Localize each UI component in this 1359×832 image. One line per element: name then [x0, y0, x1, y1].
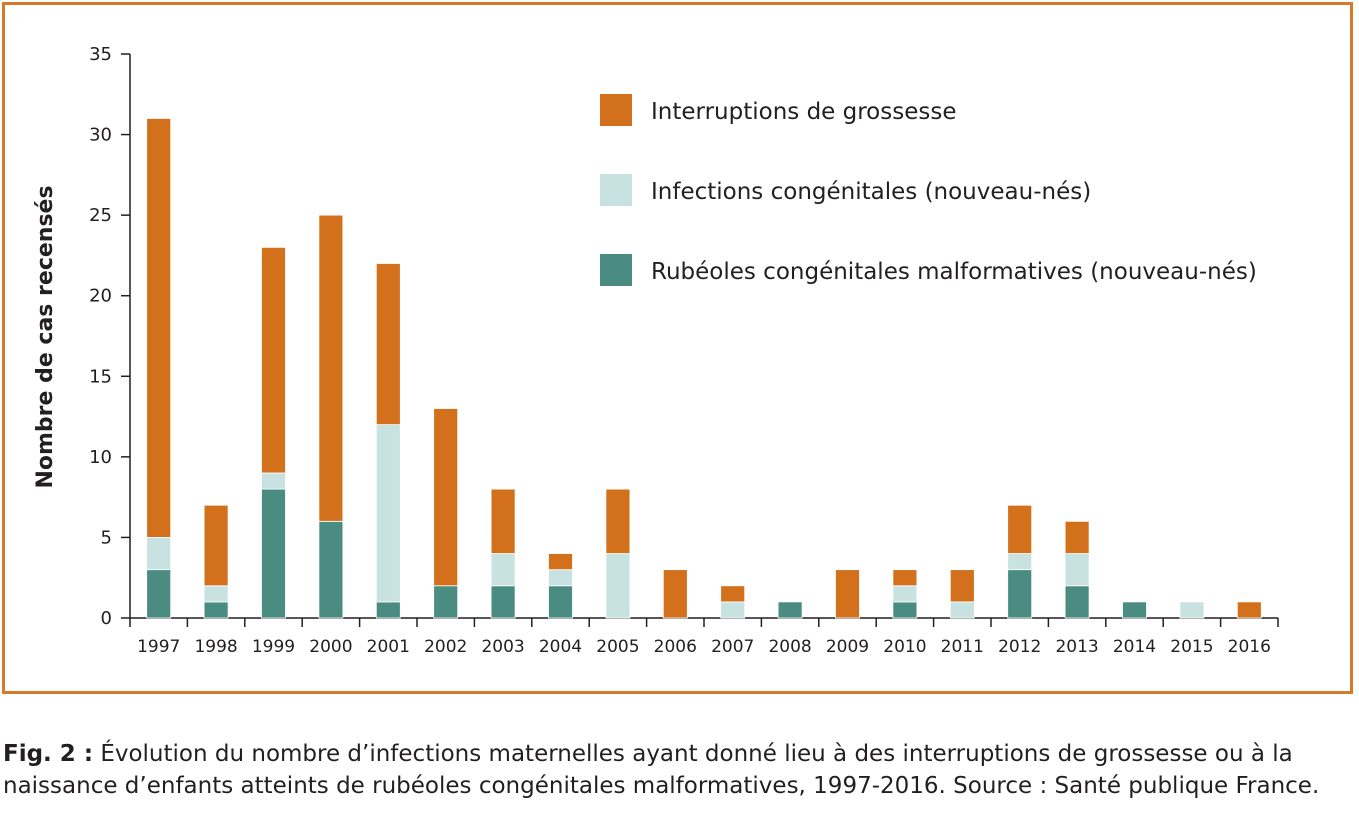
bar-segment-2002-series-0 [433, 585, 459, 619]
legend-swatch [600, 174, 632, 206]
bar-segment-2001-series-2 [375, 263, 401, 426]
bar-segment-1997-series-0 [146, 569, 172, 619]
bar-segment-2010-series-2 [892, 569, 918, 587]
x-tick-label: 1999 [252, 637, 295, 657]
bar-segment-2003-series-1 [490, 553, 516, 587]
stacked-bar-chart: Nombre de cas recensés 0 5 10 15 20 25 30 35 199… [33, 44, 1279, 657]
bar-segment-2010-series-0 [892, 601, 918, 619]
x-tick-label: 1998 [194, 637, 237, 657]
y-axis-label: Nombre de cas recensés [33, 185, 58, 488]
x-tick-label: 2007 [711, 637, 754, 657]
x-tick-label: 2003 [481, 637, 524, 657]
bar-segment-2000-series-0 [318, 520, 344, 619]
bar-segment-2013-series-2 [1064, 520, 1090, 554]
bar-segment-2004-series-0 [548, 585, 573, 619]
bar-segment-1998-series-0 [203, 601, 229, 619]
x-tick-label: 2015 [1170, 637, 1213, 657]
y-tick-label: 35 [89, 44, 112, 65]
bar-segment-2011-series-1 [949, 601, 975, 619]
legend-label: Interruptions de grossesse [651, 99, 956, 125]
legend-label: Rubéoles congénitales malformatives (nou… [651, 259, 1257, 285]
legend-label: Infections congénitales (nouveau-nés) [651, 179, 1091, 205]
legend-swatch [600, 254, 632, 286]
x-tick-label: 2010 [883, 637, 926, 657]
y-tick-label: 30 [89, 125, 112, 146]
bar-segment-2007-series-2 [720, 585, 746, 603]
y-tick-label: 20 [89, 286, 112, 307]
x-tick-label: 2008 [768, 637, 811, 657]
bar-segment-2013-series-0 [1064, 585, 1090, 619]
bar-segment-2004-series-1 [548, 569, 573, 587]
legend: Interruptions de grossesse Infections con… [600, 94, 1257, 286]
bar-segment-2008-series-0 [777, 601, 803, 619]
y-tick-label: 10 [89, 447, 112, 468]
bar-segment-2009-series-2 [835, 569, 860, 619]
x-tick-label: 2016 [1228, 637, 1271, 657]
figure-caption: Fig. 2 : Évolution du nombre d’infection… [3, 738, 1355, 802]
caption-text: Évolution du nombre d’infections materne… [3, 741, 1320, 799]
bar-segment-2001-series-0 [375, 601, 401, 619]
y-tick-label: 15 [89, 366, 112, 387]
x-tick-label: 2011 [941, 637, 984, 657]
bar-segment-2012-series-1 [1007, 553, 1033, 571]
bar-segment-2003-series-2 [490, 488, 516, 554]
legend-swatch [600, 94, 632, 126]
x-tick-label: 2013 [1055, 637, 1098, 657]
x-tick-label: 2001 [367, 637, 410, 657]
x-tick-label: 2004 [539, 637, 582, 657]
x-tick-label: 1997 [137, 637, 180, 657]
x-tick-label: 2014 [1113, 637, 1156, 657]
bar-segment-2004-series-2 [548, 553, 573, 571]
bar-segment-2006-series-2 [662, 569, 688, 619]
bars [146, 118, 1262, 619]
bar-segment-2000-series-2 [318, 214, 344, 522]
bar-segment-2007-series-1 [720, 601, 746, 619]
bar-segment-2012-series-2 [1007, 504, 1033, 554]
x-tick-label: 2006 [654, 637, 697, 657]
x-tick-label: 2012 [998, 637, 1041, 657]
bar-segment-2015-series-1 [1179, 601, 1205, 619]
caption-label: Fig. 2 : [3, 741, 94, 767]
bar-segment-2010-series-1 [892, 585, 918, 603]
x-tick-label: 2009 [826, 637, 869, 657]
x-tick-label: 2002 [424, 637, 467, 657]
bar-segment-2011-series-2 [949, 569, 975, 603]
bar-segment-2002-series-2 [433, 408, 459, 587]
bar-segment-2005-series-2 [605, 488, 631, 554]
y-tick-label: 0 [101, 608, 112, 629]
x-tick-label: 2005 [596, 637, 639, 657]
bar-segment-1997-series-1 [146, 537, 172, 571]
x-tick-label: 2000 [309, 637, 352, 657]
bar-segment-1998-series-2 [203, 504, 229, 587]
y-tick-label: 25 [89, 205, 112, 226]
bar-segment-2016-series-2 [1236, 601, 1262, 619]
bar-segment-2013-series-1 [1064, 553, 1090, 587]
bar-segment-2005-series-1 [605, 553, 631, 619]
bar-segment-1999-series-0 [261, 488, 286, 619]
y-tick-label: 5 [101, 527, 112, 548]
bar-segment-2003-series-0 [490, 585, 516, 619]
bar-segment-2001-series-1 [375, 424, 401, 603]
bar-segment-1999-series-1 [261, 472, 286, 490]
bar-segment-2012-series-0 [1007, 569, 1033, 619]
bar-segment-2014-series-0 [1122, 601, 1147, 619]
bar-segment-1997-series-2 [146, 118, 172, 538]
bar-segment-1999-series-2 [261, 246, 286, 474]
bar-segment-1998-series-1 [203, 585, 229, 603]
